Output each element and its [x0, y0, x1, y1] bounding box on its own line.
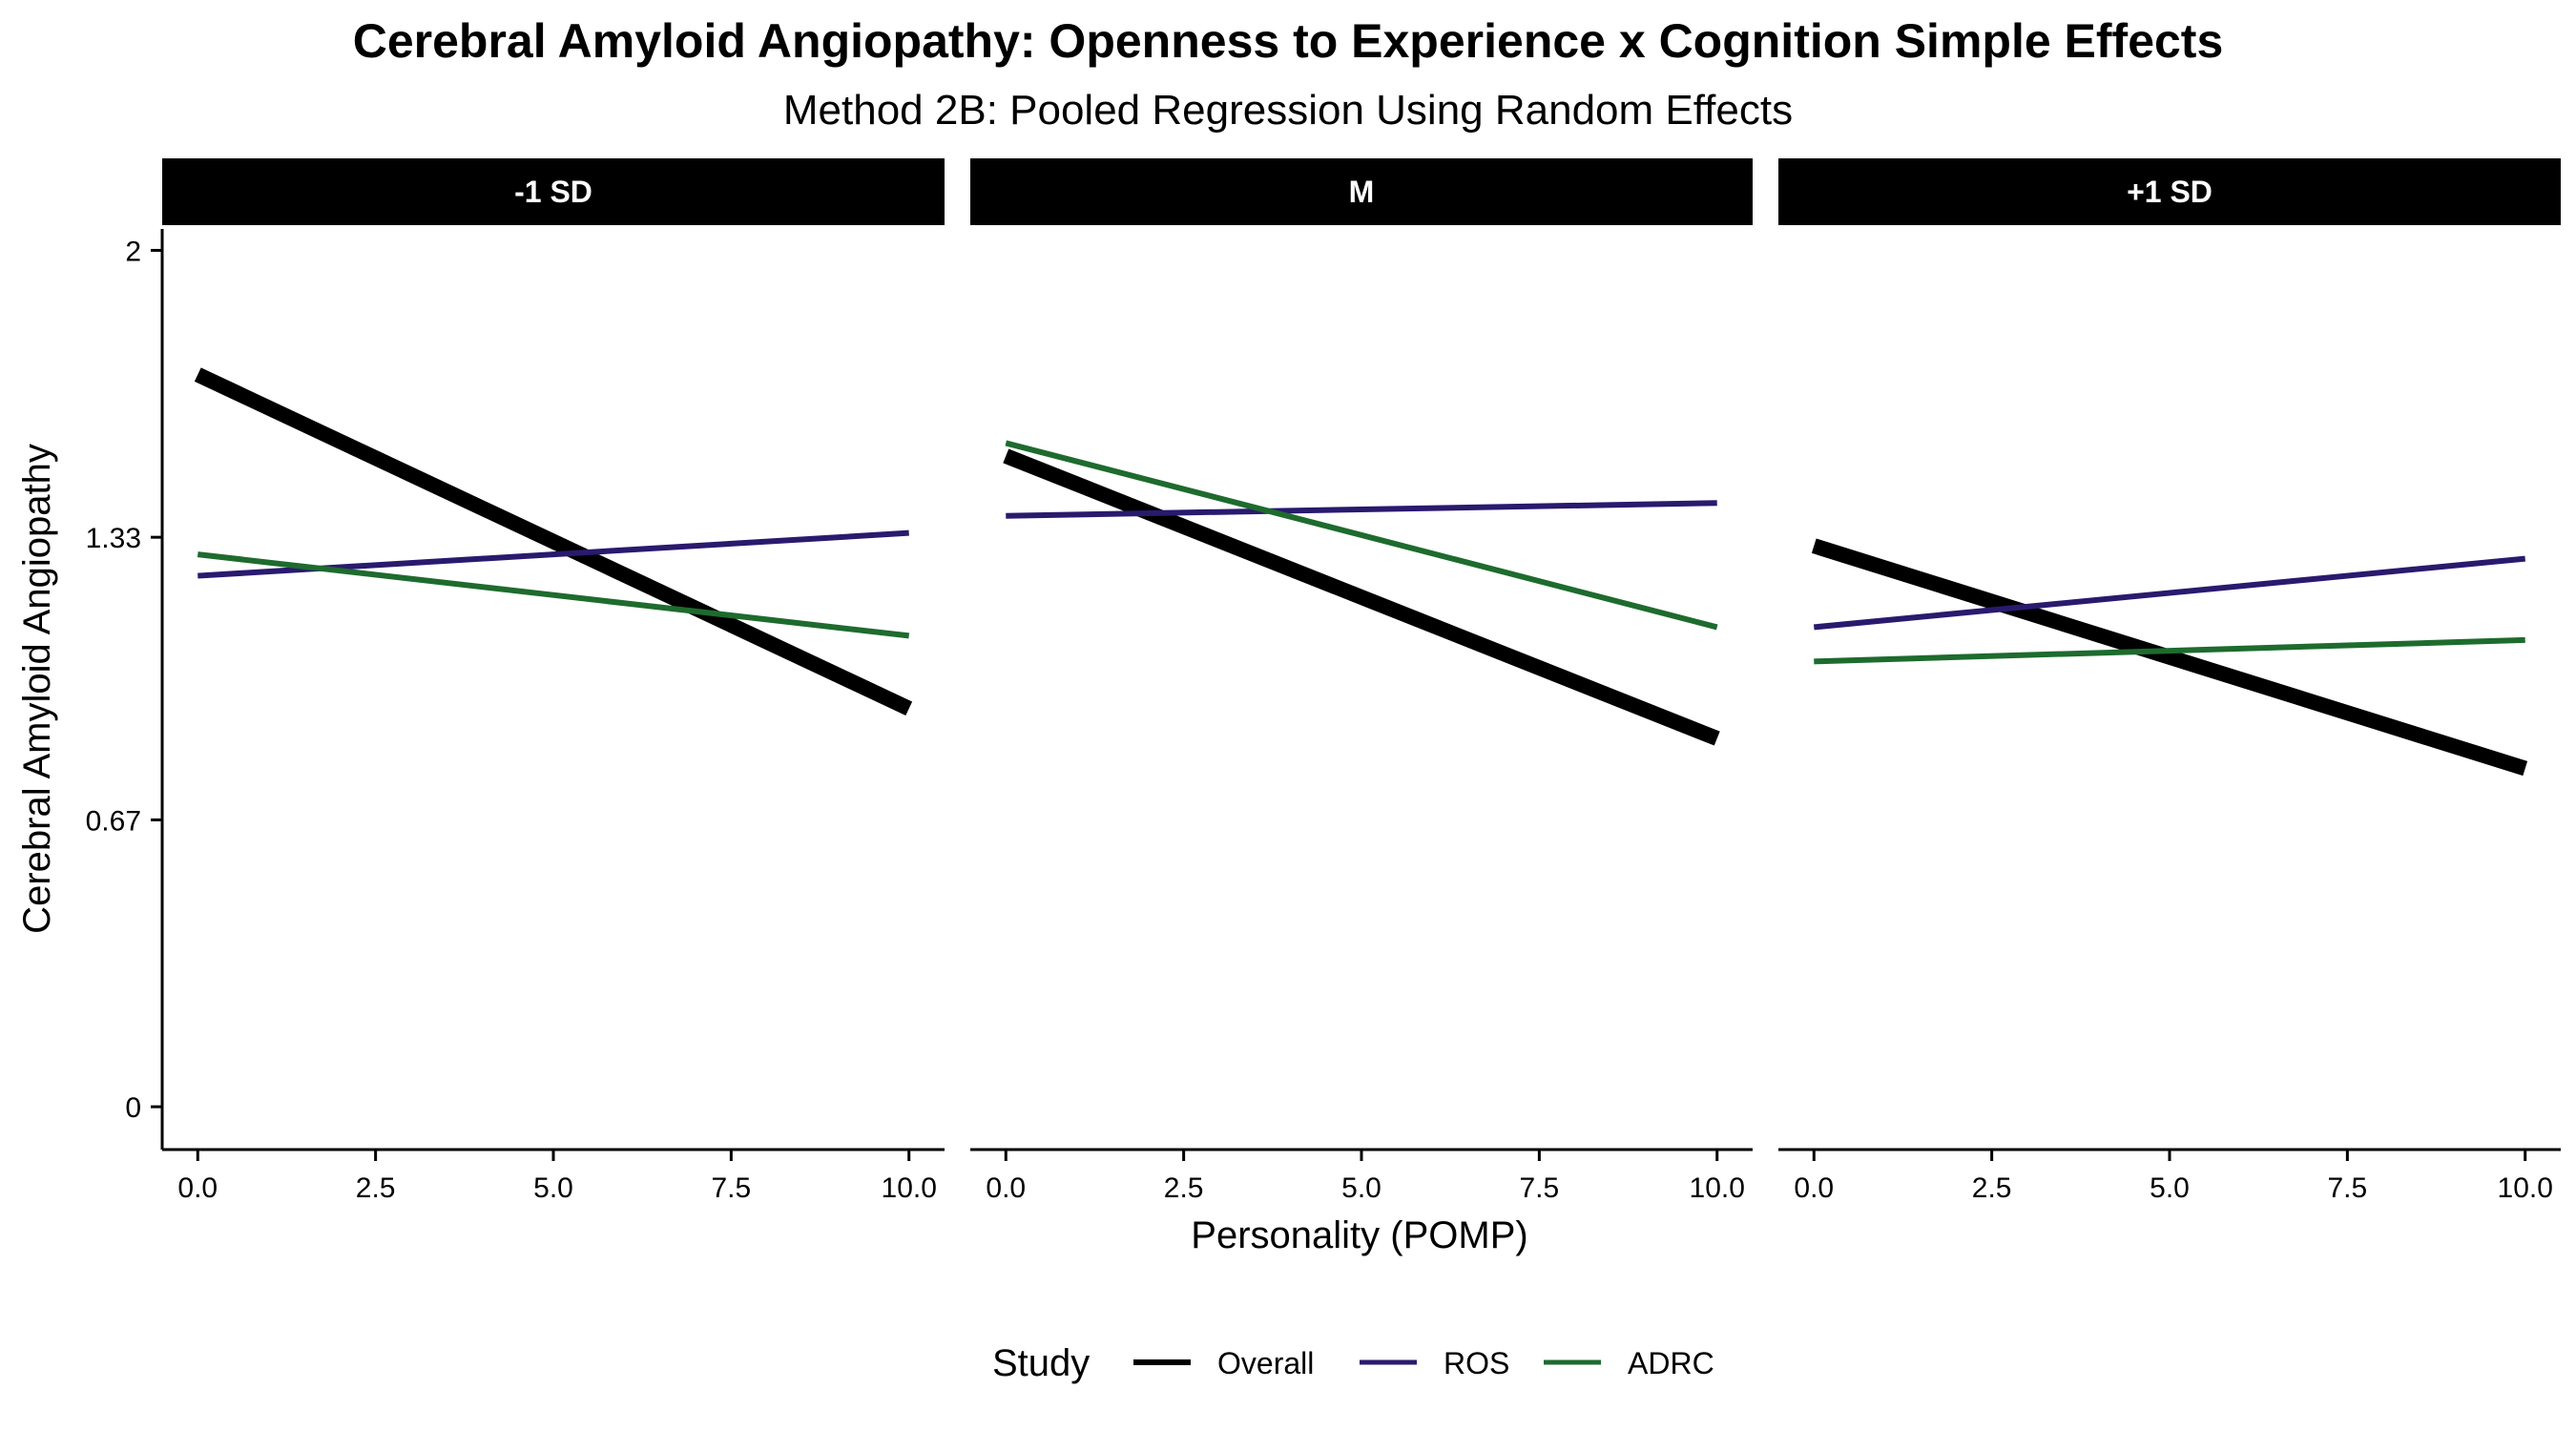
x-tick-label: 7.5	[2328, 1172, 2368, 1204]
series-line-overall	[1003, 448, 1720, 746]
facet-strip-label: +1 SD	[2127, 175, 2212, 209]
y-axis: 0 0.67 1.33 2	[86, 229, 164, 1150]
facet-panels: -1 SD0.0 2.5 5.0 7.5 10.0M0.0 2.5 5.0 7.5 10.0+1…	[162, 158, 2561, 1204]
series-line-adrc	[197, 551, 910, 639]
facet-panel: +1 SD 0.0 2.5 5.0 7.5 10.0	[1778, 158, 2561, 1204]
x-tick-label: 0.0	[177, 1172, 218, 1204]
x-tick-label: 2.5	[356, 1172, 396, 1204]
y-tick-label: 2	[125, 236, 141, 267]
x-tick-label: 10.0	[882, 1172, 937, 1204]
y-tick-label: 0	[125, 1092, 141, 1124]
legend: Study Overall ROS ADRC	[992, 1342, 1714, 1384]
x-tick-label: 2.5	[1972, 1172, 2012, 1204]
x-tick-label: 5.0	[1341, 1172, 1381, 1204]
x-tick-label: 10.0	[2498, 1172, 2553, 1204]
series-line-ros	[1813, 555, 2526, 631]
legend-label-adrc: ADRC	[1628, 1346, 1714, 1380]
x-tick-label: 5.0	[2150, 1172, 2190, 1204]
x-tick-label: 0.0	[1794, 1172, 1834, 1204]
x-tick-label: 2.5	[1164, 1172, 1204, 1204]
y-tick-label: 1.33	[86, 523, 141, 554]
series-line-overall	[194, 367, 913, 716]
facet-strip	[1778, 158, 2561, 225]
series-line-ros	[1006, 500, 1717, 519]
facet-panel: -1 SD 0.0 2.5 5.0 7.5 10.0	[162, 158, 945, 1204]
series-line-adrc	[1814, 636, 2525, 665]
legend-label-ros: ROS	[1444, 1346, 1509, 1380]
y-axis-title: Cerebral Amyloid Angiopathy	[16, 444, 58, 934]
facet-strip	[162, 158, 945, 225]
chart-title: Cerebral Amyloid Angiopathy: Openness to…	[353, 14, 2224, 68]
legend-label-overall: Overall	[1217, 1346, 1314, 1380]
series-line-adrc	[1005, 440, 1718, 631]
series-line-overall	[1811, 538, 2528, 777]
x-tick-label: 0.0	[986, 1172, 1026, 1204]
chart-subtitle: Method 2B: Pooled Regression Using Rando…	[783, 87, 1793, 134]
x-tick-label: 10.0	[1690, 1172, 1745, 1204]
facet-panel: M 0.0 2.5 5.0 7.5 10.0	[970, 158, 1753, 1204]
x-tick-label: 7.5	[1520, 1172, 1560, 1204]
x-tick-label: 5.0	[533, 1172, 573, 1204]
legend-title: Study	[992, 1342, 1090, 1384]
facet-strip-label: -1 SD	[514, 175, 592, 209]
x-tick-label: 7.5	[712, 1172, 752, 1204]
facet-strip-label: M	[1349, 175, 1375, 209]
facet-strip	[970, 158, 1753, 225]
x-axis-title: Personality (POMP)	[1191, 1214, 1527, 1256]
y-tick-label: 0.67	[86, 805, 141, 837]
